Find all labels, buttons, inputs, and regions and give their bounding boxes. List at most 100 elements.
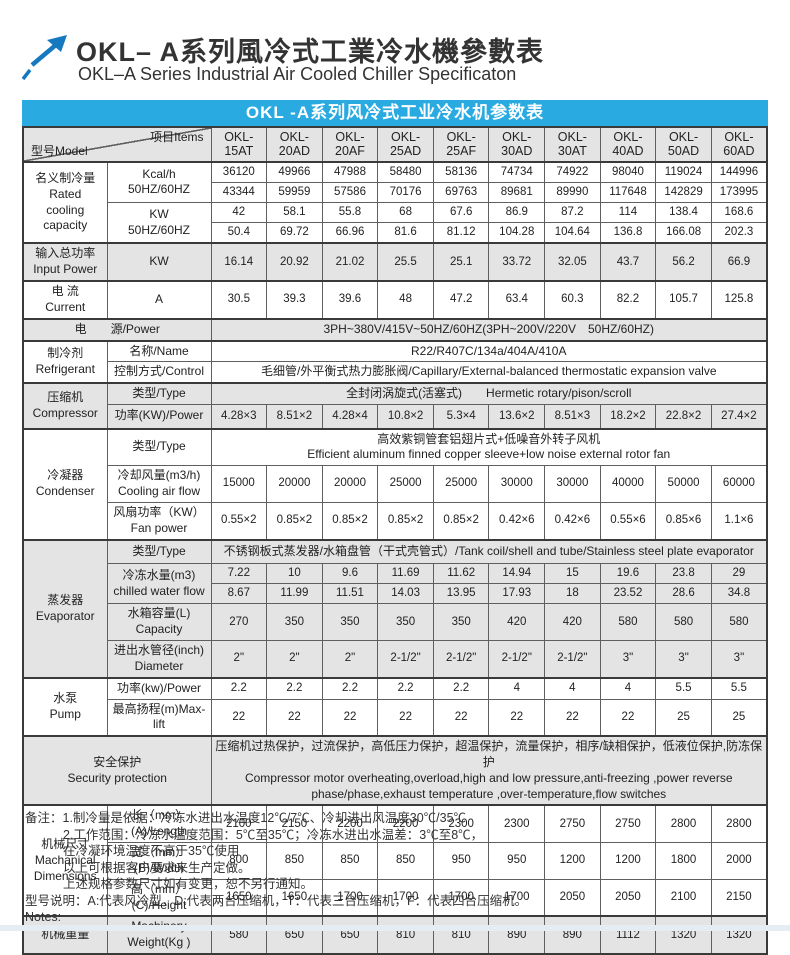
value-cell: 2.2 <box>432 676 490 700</box>
value-cell: 60.3 <box>544 280 601 320</box>
value-cell: 950 <box>432 842 490 880</box>
value-cell: 22 <box>488 698 546 737</box>
model-column-header: OKL- 25AF <box>432 126 490 163</box>
value-cell: 19.6 <box>599 563 657 585</box>
table-row-pump: 最高扬程(m)Max-lift 22 22 22 22 22 22 22 22 25 25 <box>23 698 768 737</box>
note-line: 在冷凝环境温度不高于35℃使用 <box>63 844 240 858</box>
value-cell: 0.42×6 <box>488 501 546 541</box>
value-cell: 2150 <box>710 878 768 917</box>
table-row-condenser: 冷却风量(m3/h) Cooling air flow 15000 20000 2000… <box>23 465 768 503</box>
value-cell: 2750 <box>544 804 601 844</box>
value-span-cell: 3PH~380V/415V~50HZ/60HZ(3PH~200V/220V 50… <box>210 317 768 342</box>
table-row-input-power: 输入总功率 Input Power KW 16.14 20.92 21.02 25.5 25.… <box>22 242 768 282</box>
note-line: 备注：1.制冷量是依据：冷冻水进出水温度12℃/7℃、冷却进出风温度30℃/35… <box>25 811 467 825</box>
value-cell: 69.72 <box>266 222 323 244</box>
value-cell: 25.1 <box>432 242 490 282</box>
value-cell: 3" <box>599 640 657 679</box>
value-cell: 68 <box>377 202 434 224</box>
value-cell: 0.85×2 <box>266 501 323 541</box>
value-cell: 2150 <box>266 804 323 844</box>
model-column-header: OKL- 30AD <box>488 126 546 163</box>
table-row-evaporator: 冷冻水量(m3) chilled water flow 7.22 10 9.6 11.69… <box>23 563 768 605</box>
value-cell: 10.8×2 <box>377 404 434 430</box>
value-cell: 11.62 <box>432 563 490 585</box>
row-group-label: 蒸发器 Evaporator <box>22 538 108 679</box>
row-group-label: 电 源/Power <box>22 317 212 342</box>
value-cell: 2-1/2" <box>377 640 434 679</box>
value-cell: 2050 <box>544 878 601 917</box>
value-cell: 39.3 <box>266 280 323 320</box>
corner-cell: 型号Model 项目Items <box>22 126 212 163</box>
value-cell: 16.14 <box>210 242 268 282</box>
value-cell: 5.5 <box>710 676 768 700</box>
value-cell: 350 <box>377 603 434 642</box>
value-cell: 40000 <box>599 465 657 503</box>
value-cell: 25.5 <box>377 242 434 282</box>
row-item-label: 进出水管径(inch) Diameter <box>106 640 212 679</box>
value-cell: 1700 <box>432 878 490 917</box>
value-cell: 22 <box>210 698 268 737</box>
table-row-evaporator: 蒸发器 Evaporator 类型/Type 不锈钢板式蒸发器/水箱盘管（干式壳管式）… <box>22 538 768 679</box>
value-cell: 105.7 <box>655 280 712 320</box>
value-cell: 30.5 <box>210 280 268 320</box>
bottom-strip <box>0 925 790 931</box>
value-cell: 0.85×6 <box>655 501 712 541</box>
value-cell: 1200 <box>544 842 601 880</box>
value-cell: 350 <box>432 603 490 642</box>
value-cell: 20.92 <box>266 242 323 282</box>
value-cell: 2.2 <box>210 676 268 700</box>
table-row-condenser: 冷凝器 Condenser 类型/Type 高效紫铜管套铝翅片式+低噪音外转子风机 Ef… <box>22 427 768 541</box>
value-cell: 30000 <box>544 465 601 503</box>
row-item-label: 类型/Type <box>106 427 212 467</box>
page-subtitle: OKL–A Series Industrial Air Cooled Chill… <box>78 64 517 84</box>
row-group-label: 电 流 Current <box>22 280 108 320</box>
value-cell: 1320 <box>710 915 768 955</box>
value-cell: 0.85×2 <box>321 501 379 541</box>
value-cell: 42 <box>210 202 268 224</box>
value-cell: 5.3×4 <box>432 404 490 430</box>
value-cell: 22 <box>432 698 490 737</box>
value-cell: 580 <box>710 603 768 642</box>
value-cell: 0.55×2 <box>210 501 268 541</box>
value-cell: 22 <box>377 698 434 737</box>
value-span-cell: 不锈钢板式蒸发器/水箱盘管（干式壳管式）/Tank coil/shell and… <box>210 538 768 565</box>
table-row-current: 电 流 Current A 30.5 39.3 39.6 48 47.2 63.4 60.3 82.… <box>22 280 768 320</box>
row-item-label: 风扇功率（KW） Fan power <box>106 501 212 541</box>
row-item-label: KW <box>106 242 212 282</box>
value-cell: 1700 <box>488 878 546 917</box>
value-cell: 39.6 <box>321 280 379 320</box>
value-cell: 0.85×2 <box>432 501 490 541</box>
value-cell: 11.99 <box>266 583 323 605</box>
value-cell: 58136 <box>432 160 490 183</box>
value-cell: 1320 <box>655 915 712 955</box>
value-cell: 30000 <box>488 465 546 503</box>
value-cell: 1200 <box>599 842 657 880</box>
row-group-label: 水泵 Pump <box>22 676 108 737</box>
value-cell: 350 <box>266 603 323 642</box>
value-cell: 168.6 <box>710 202 768 224</box>
value-cell: 3" <box>655 640 712 679</box>
table-row-security-protection: 安全保护 Security protection 压缩机过热保护，过流保护，高低压力… <box>22 735 768 806</box>
row-item-label: Kcal/h 50HZ/60HZ <box>106 160 212 204</box>
value-cell: 29 <box>710 563 768 585</box>
value-cell: 2800 <box>655 804 712 844</box>
value-cell: 22 <box>544 698 601 737</box>
value-cell: 32.05 <box>544 242 601 282</box>
table-banner: OKL -A系列风冷式工业冷水机参数表 <box>22 100 768 126</box>
value-cell: 22 <box>599 698 657 737</box>
row-item-label: 冷却风量(m3/h) Cooling air flow <box>106 465 212 503</box>
row-item-label: 水箱容量(L) Capacity <box>106 603 212 642</box>
value-cell: 22 <box>266 698 323 737</box>
value-cell: 14.03 <box>377 583 434 605</box>
value-cell: 850 <box>266 842 323 880</box>
value-cell: 202.3 <box>710 222 768 244</box>
value-cell: 82.2 <box>599 280 657 320</box>
value-cell: 173995 <box>710 181 768 204</box>
value-cell: 57586 <box>321 181 379 204</box>
value-cell: 890 <box>544 915 601 955</box>
value-cell: 25000 <box>432 465 490 503</box>
value-span-cell: 压缩机过热保护，过流保护，高低压力保护，超温保护，流量保护，相序/缺相保护，低液… <box>210 735 768 806</box>
table-row-rated-cooling-capacity: 43344 59959 57586 70176 69763 89681 89990 11764… <box>23 181 768 204</box>
value-cell: 0.55×6 <box>599 501 657 541</box>
value-cell: 580 <box>655 603 712 642</box>
